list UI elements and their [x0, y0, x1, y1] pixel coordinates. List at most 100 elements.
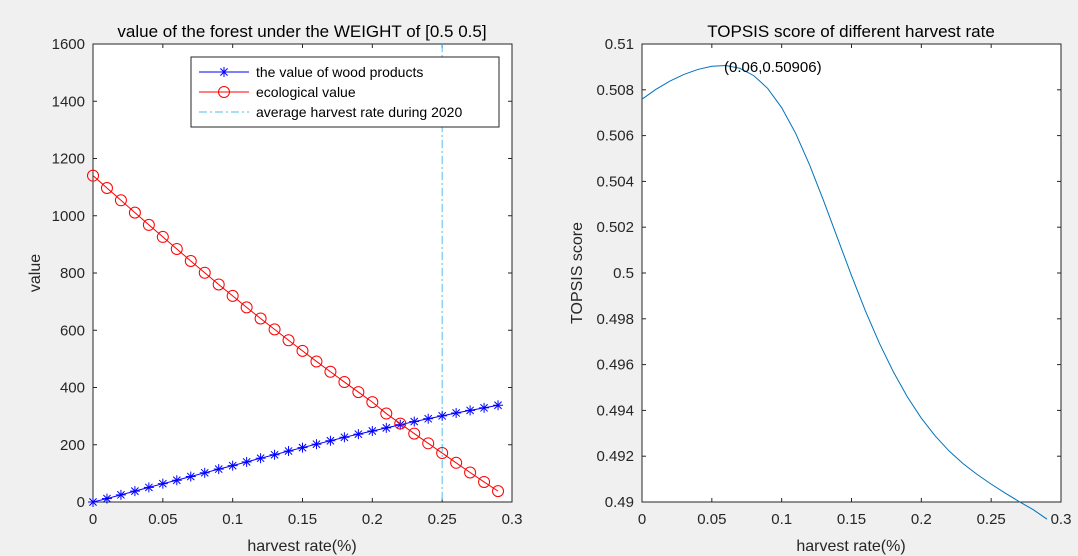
topsis-chart-x-tick-label: 0.25 — [977, 511, 1006, 528]
value-chart-y-tick-label: 1200 — [52, 151, 85, 168]
ecological-value-series-point — [296, 344, 309, 357]
wood-products-series-point-stroke — [228, 461, 237, 470]
wood-products-series-point-stroke — [144, 483, 153, 492]
topsis-chart-y-tick-label: 0.502 — [596, 219, 634, 236]
topsis-chart-y-tick-label: 0.494 — [596, 402, 634, 419]
wood-products-series-point — [339, 432, 350, 443]
wood-products-series-point — [311, 439, 322, 450]
ecological-value-series-point — [226, 289, 239, 302]
wood-products-series-point — [269, 449, 280, 460]
ecological-value-series-point — [240, 301, 253, 314]
ecological-value-series-point — [142, 218, 155, 231]
legend-wood-products-marker — [219, 67, 229, 77]
value-chart-y-tick-label: 0 — [77, 494, 85, 511]
topsis-chart-plot-area — [641, 43, 1062, 503]
value-chart-x-tick-label: 0 — [89, 511, 97, 528]
wood-products-series-point — [409, 416, 420, 427]
ecological-value-series-point — [464, 466, 477, 479]
wood-products-series-point — [325, 435, 336, 446]
wood-products-series-point — [465, 405, 476, 416]
peak-annotation: (0.06,0.50906) — [724, 59, 822, 76]
value-chart-y-tick-label: 1400 — [52, 93, 85, 110]
ecological-value-series-point — [492, 485, 505, 498]
ecological-value-series-point — [156, 230, 169, 243]
wood-products-series-point — [353, 429, 364, 440]
wood-products-series-point — [367, 426, 378, 437]
wood-products-series-point-stroke — [130, 487, 139, 496]
wood-products-series-point-stroke — [368, 427, 377, 435]
topsis-chart-x-tick-label: 0.3 — [1051, 511, 1072, 528]
value-chart-y-tick-label: 800 — [60, 265, 85, 282]
ecological-value-series-point — [254, 312, 267, 325]
value-chart-x-tick-label: 0.3 — [502, 511, 523, 528]
wood-products-series-point-stroke — [186, 472, 195, 481]
wood-products-series-point — [395, 419, 406, 430]
topsis-chart-x-tick-label: 0.2 — [911, 511, 932, 528]
value-chart-y-tick-label: 400 — [60, 380, 85, 397]
value-chart-x-tick-label: 0.15 — [288, 511, 317, 528]
wood-products-series-point — [297, 442, 308, 453]
legend-wood-products-label: the value of wood products — [256, 64, 423, 80]
value-chart-y-tick-label: 1000 — [52, 208, 85, 225]
value-chart-y-tick-label: 600 — [60, 322, 85, 339]
wood-products-series-point — [88, 497, 98, 507]
ecological-value-series-point — [184, 254, 197, 267]
wood-products-series-point — [437, 410, 448, 421]
topsis-chart-y-tick-label: 0.506 — [596, 128, 634, 145]
ecological-value-series-point — [408, 427, 421, 440]
wood-products-series-point-stroke — [284, 447, 293, 456]
topsis-chart: TOPSIS score of different harvest rate h… — [569, 22, 1071, 555]
topsis-chart-ylabel: TOPSIS score — [569, 222, 586, 324]
wood-products-series-point-stroke — [452, 409, 461, 417]
wood-products-series-point-stroke — [256, 454, 265, 463]
ecological-value-series-point — [170, 242, 183, 255]
ecological-value-series-point — [394, 417, 407, 430]
value-chart-x-tick-label: 0.25 — [428, 511, 457, 528]
legend-wood-products-marker-stroke — [220, 68, 228, 76]
topsis-chart-x-tick-label: 0.1 — [771, 511, 792, 528]
wood-products-series-point-stroke — [438, 411, 447, 420]
ecological-value-series-point — [128, 206, 141, 219]
wood-products-series-point-stroke — [396, 420, 405, 429]
wood-products-series-point-stroke — [494, 401, 502, 410]
topsis-chart-y-tick-label: 0.508 — [596, 82, 634, 99]
wood-products-series-point-stroke — [158, 479, 167, 488]
legend-average-harvest-rate-label: average harvest rate during 2020 — [256, 104, 462, 120]
topsis-chart-y-tick-label: 0.49 — [605, 494, 634, 511]
ecological-value-series-point — [87, 169, 99, 182]
wood-products-series-point — [171, 475, 182, 486]
wood-products-series-point-stroke — [466, 406, 475, 415]
wood-products-series-point — [115, 489, 126, 500]
ecological-value-series-point — [450, 456, 463, 469]
topsis-chart-y-tick-label: 0.496 — [596, 357, 634, 374]
ecological-value-series-point — [100, 181, 113, 194]
wood-products-series-point — [199, 467, 210, 478]
value-chart-x-tick-label: 0.1 — [222, 511, 243, 528]
value-chart: value of the forest under the WEIGHT of … — [27, 22, 522, 555]
wood-products-series-point — [479, 402, 490, 413]
wood-products-series-point-stroke — [214, 465, 223, 474]
wood-products-series-point-stroke — [116, 490, 125, 499]
topsis-chart-y-tick-label: 0.498 — [596, 311, 634, 328]
ecological-value-series-point — [422, 437, 435, 450]
ecological-value-series-point — [380, 407, 393, 420]
wood-products-series-point-stroke — [424, 414, 433, 423]
wood-products-series-point-stroke — [326, 436, 335, 445]
ecological-value-series-line — [92, 175, 499, 492]
ecological-value-series-point — [478, 475, 491, 488]
topsis-chart-y-tick-label: 0.51 — [605, 36, 634, 53]
value-chart-ylabel: value — [27, 254, 44, 292]
ecological-value-series-point — [310, 355, 323, 368]
wood-products-series-point-stroke — [200, 468, 209, 477]
wood-products-series-point-stroke — [172, 476, 181, 485]
wood-products-series-point-stroke — [480, 403, 489, 412]
topsis-chart-y-tick-label: 0.492 — [596, 448, 634, 465]
wood-products-series-point — [101, 493, 112, 504]
legend-ecological-value-label: ecological value — [256, 84, 356, 100]
wood-products-series-point — [255, 453, 266, 464]
ecological-value-series-point — [282, 334, 295, 347]
legend-ecological-value-marker — [218, 86, 230, 98]
wood-products-series-point-stroke — [340, 433, 349, 442]
topsis-chart-xlabel: harvest rate(%) — [796, 538, 905, 555]
